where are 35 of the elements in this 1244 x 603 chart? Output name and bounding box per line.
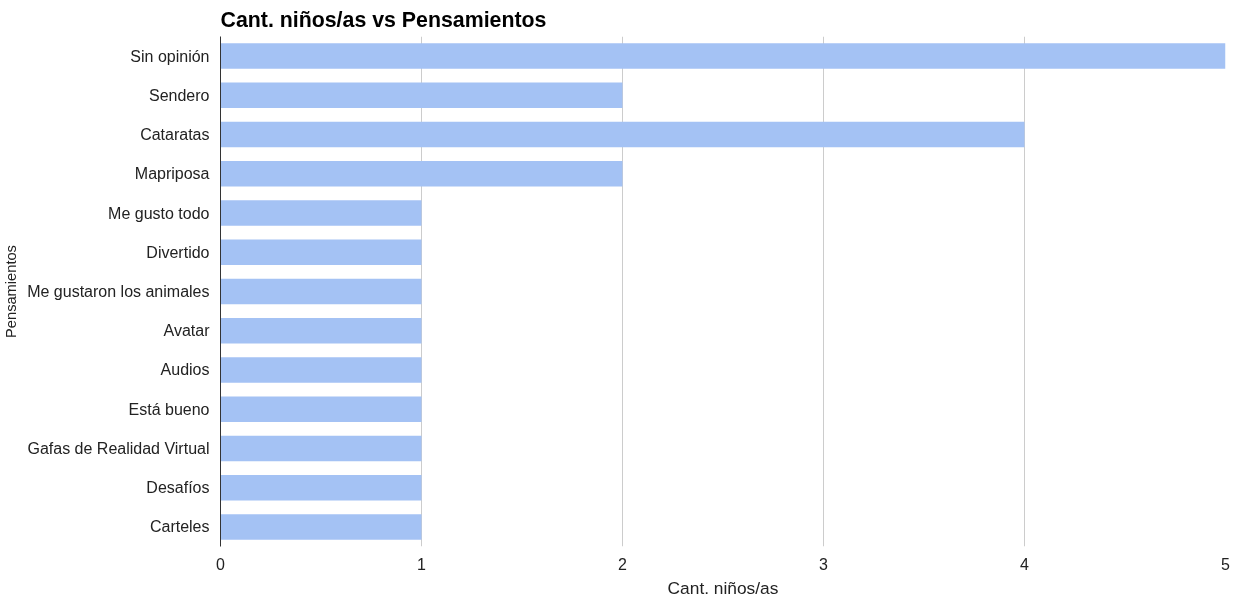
y-tick-label: Cataratas (140, 126, 210, 144)
x-axis-title: Cant. niños/as (667, 577, 779, 598)
bar (220, 474, 422, 501)
x-tick-label: 3 (819, 555, 829, 573)
y-tick-label: Sendero (149, 86, 210, 104)
bar (220, 357, 422, 383)
y-tick-label: Me gusto todo (108, 204, 210, 222)
bar (220, 121, 1025, 148)
x-tick-label: 5 (1221, 555, 1231, 573)
y-tick-label: Avatar (163, 322, 211, 340)
bar (220, 435, 422, 462)
y-tick-label: Divertido (146, 243, 210, 261)
y-tick-label: Mapriposa (134, 165, 210, 183)
bar (220, 278, 422, 305)
y-tick-label: Sin opinión (130, 47, 210, 65)
y-tick-label: Desafíos (146, 479, 210, 497)
bar (220, 82, 623, 109)
bar (220, 43, 1226, 69)
y-tick-label: Está bueno (128, 400, 210, 418)
x-tick-label: 4 (1020, 555, 1030, 573)
bar (220, 514, 422, 540)
y-tick-label: Gafas de Realidad Virtual (27, 439, 210, 457)
y-tick-label: Me gustaron los animales (27, 283, 210, 300)
y-tick-label: Audios (160, 361, 210, 379)
bar (220, 317, 422, 344)
y-tick-label: Carteles (149, 518, 210, 536)
chart-title: Cant. niños/as vs Pensamientos (220, 7, 547, 32)
bar (220, 239, 422, 266)
y-axis-title: Pensamientos (3, 245, 20, 338)
x-tick-label: 0 (216, 555, 226, 573)
x-tick-label: 2 (618, 555, 628, 573)
bar (220, 396, 422, 422)
x-tick-label: 1 (417, 555, 427, 573)
bar (220, 200, 422, 226)
bar (220, 161, 623, 187)
